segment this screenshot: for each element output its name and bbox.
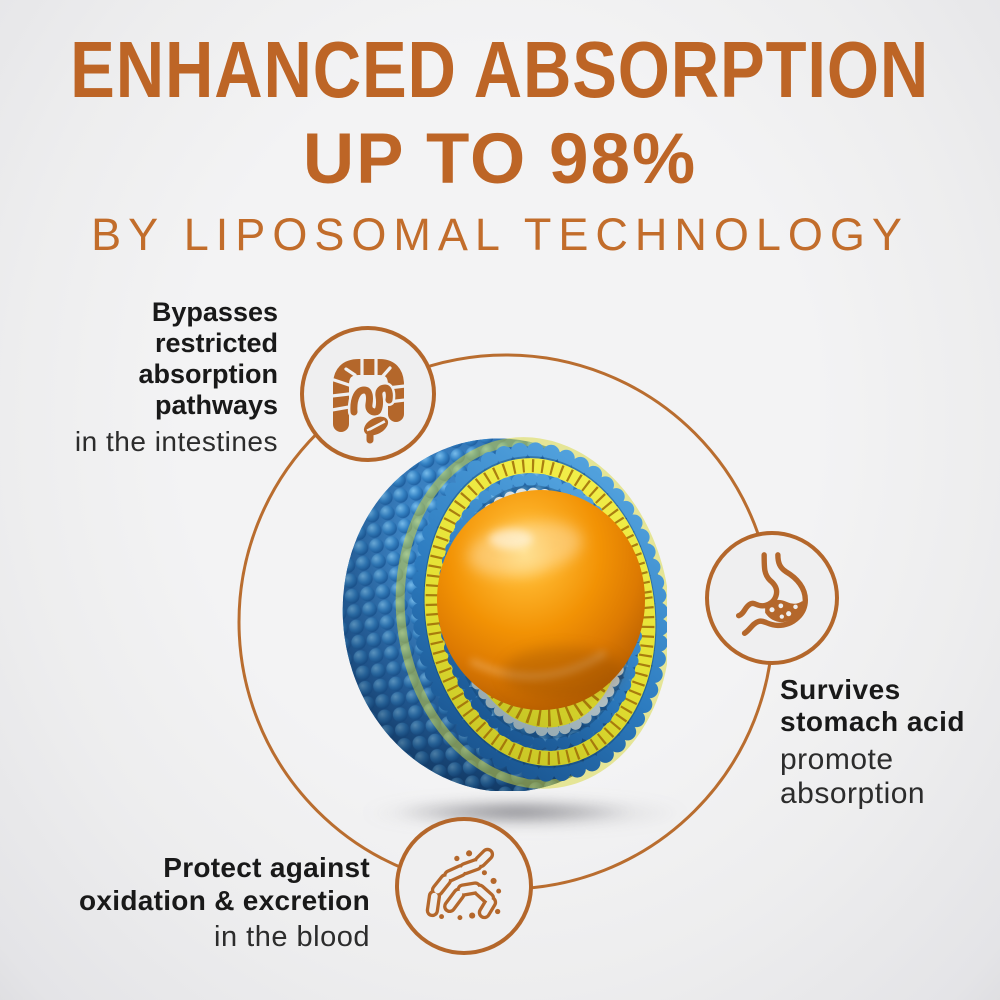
bacteria-icon bbox=[425, 847, 502, 921]
liposome-illustration bbox=[342, 437, 667, 791]
intestines-icon bbox=[330, 356, 407, 444]
header-line-1: ENHANCED ABSORPTION bbox=[70, 25, 930, 115]
feature-stomach-title: Survives stomach acid bbox=[780, 674, 965, 737]
feature-stomach-subtitle: promote absorption bbox=[780, 743, 926, 810]
stomach-icon bbox=[735, 552, 809, 636]
intestines-icon-circle bbox=[300, 326, 436, 462]
feature-blood: Protect against oxidation & excretion in… bbox=[79, 851, 370, 953]
stomach-icon-circle bbox=[705, 531, 839, 665]
liposome-core bbox=[437, 490, 645, 710]
bacteria-icon-circle bbox=[395, 817, 533, 955]
feature-blood-subtitle: in the blood bbox=[214, 921, 370, 953]
feature-intestines-subtitle: in the intestines bbox=[74, 426, 278, 457]
feature-intestines: Bypasses restricted absorption pathways … bbox=[75, 297, 278, 457]
header-line-2: UP TO 98% bbox=[302, 120, 698, 199]
header-line-3: BY LIPOSOMAL TECHNOLOGY bbox=[91, 209, 909, 260]
header: ENHANCED ABSORPTION UP TO 98% BY LIPOSOM… bbox=[0, 25, 1000, 260]
feature-intestines-title: Bypasses restricted absorption pathways bbox=[138, 297, 279, 420]
feature-stomach: Survives stomach acid promote absorption bbox=[780, 674, 965, 811]
feature-blood-title: Protect against oxidation & excretion bbox=[78, 852, 370, 916]
